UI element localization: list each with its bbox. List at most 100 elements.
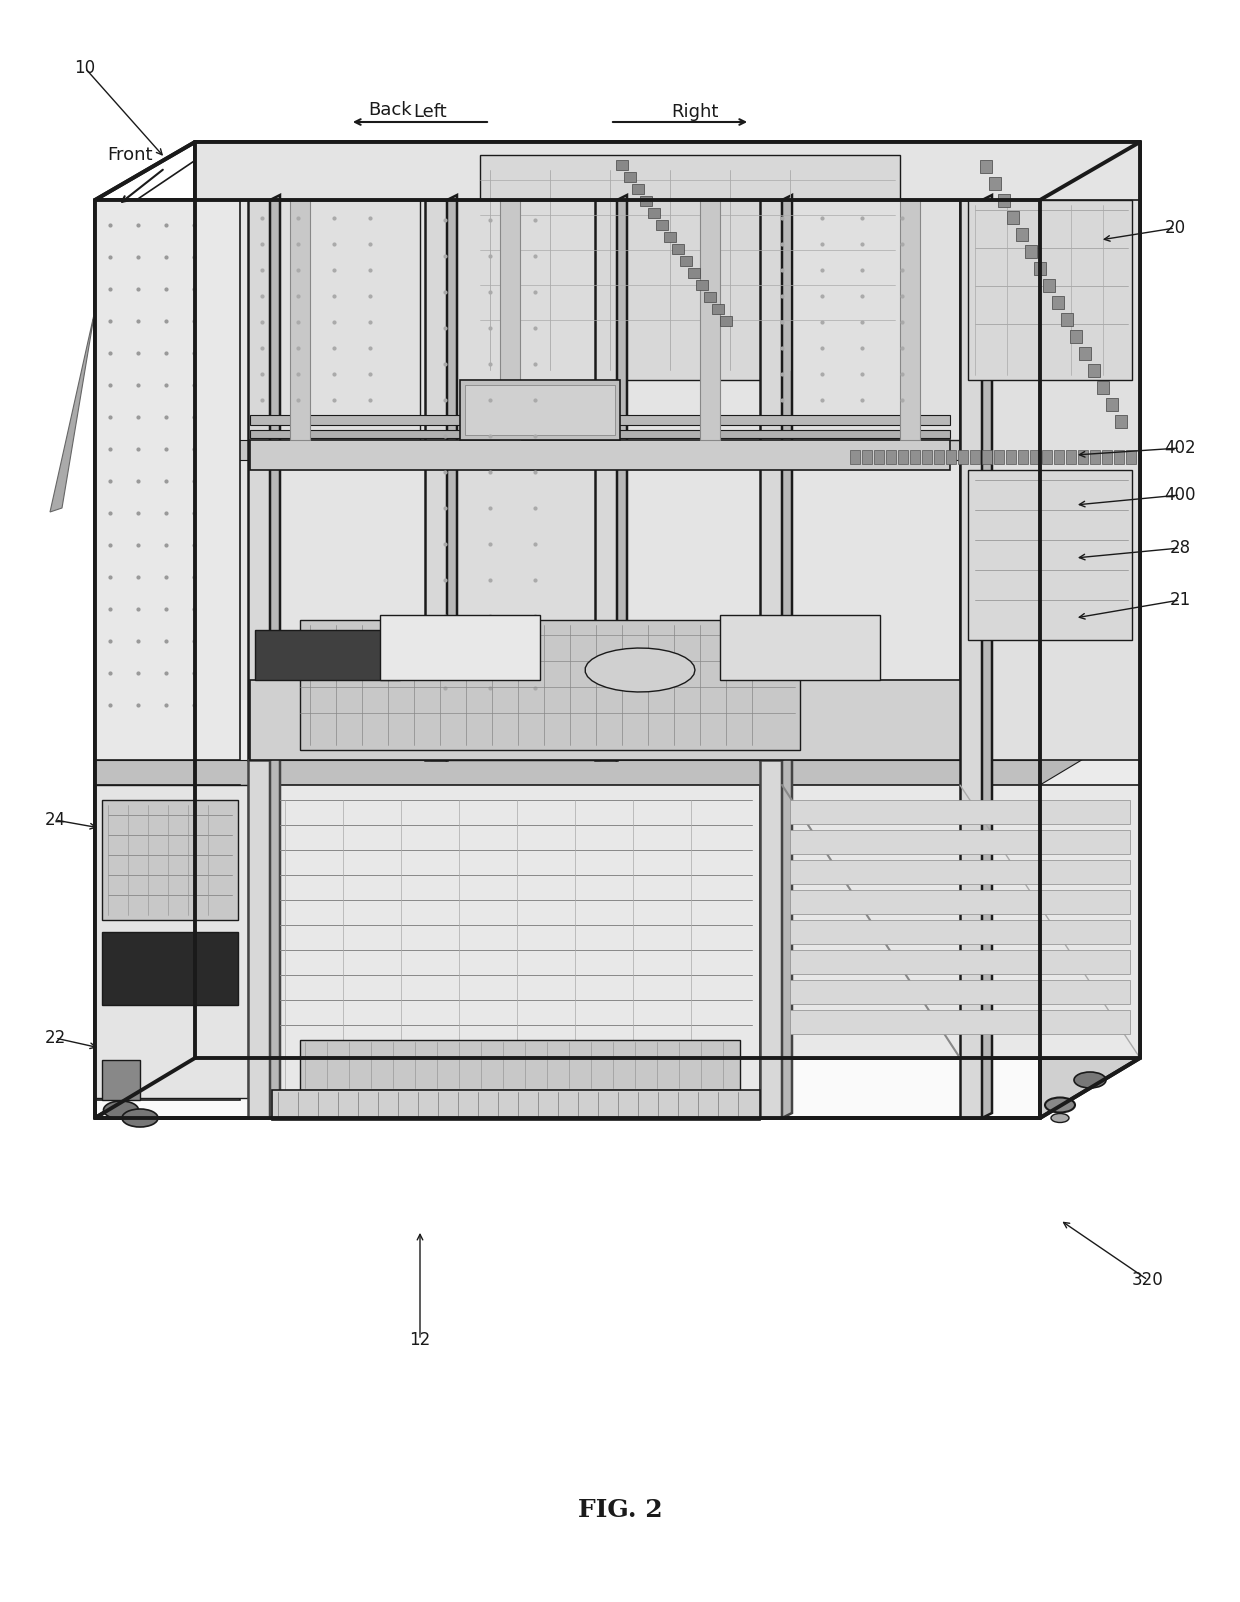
Polygon shape — [1087, 364, 1100, 376]
Polygon shape — [696, 280, 708, 290]
Polygon shape — [624, 171, 636, 183]
Polygon shape — [1078, 450, 1087, 465]
Polygon shape — [1040, 380, 1140, 460]
Polygon shape — [250, 415, 950, 425]
Polygon shape — [195, 700, 1140, 1057]
Polygon shape — [712, 304, 724, 314]
Polygon shape — [980, 160, 992, 173]
Polygon shape — [1006, 450, 1016, 465]
Ellipse shape — [1045, 1097, 1075, 1112]
Polygon shape — [1042, 450, 1052, 465]
Polygon shape — [1090, 450, 1100, 465]
Polygon shape — [701, 200, 720, 441]
Polygon shape — [760, 200, 782, 759]
Polygon shape — [688, 268, 701, 279]
Polygon shape — [195, 143, 1140, 1057]
Polygon shape — [95, 785, 241, 1101]
Polygon shape — [1007, 211, 1019, 224]
Polygon shape — [982, 450, 992, 465]
Text: 22: 22 — [45, 1028, 66, 1048]
Polygon shape — [862, 450, 872, 465]
Polygon shape — [425, 200, 446, 759]
Polygon shape — [998, 194, 1011, 207]
Polygon shape — [95, 200, 1040, 1118]
Polygon shape — [1114, 450, 1123, 465]
Polygon shape — [272, 785, 760, 1097]
Polygon shape — [960, 200, 1140, 759]
Polygon shape — [782, 755, 792, 1118]
Polygon shape — [680, 256, 692, 266]
Polygon shape — [250, 441, 950, 469]
Polygon shape — [934, 450, 944, 465]
Polygon shape — [898, 450, 908, 465]
Polygon shape — [704, 292, 715, 303]
Polygon shape — [720, 316, 732, 325]
Polygon shape — [430, 200, 600, 759]
Polygon shape — [102, 799, 238, 920]
Polygon shape — [379, 615, 539, 679]
Polygon shape — [887, 450, 897, 465]
Polygon shape — [1043, 279, 1055, 292]
Polygon shape — [95, 441, 1040, 460]
Polygon shape — [1106, 397, 1118, 412]
Polygon shape — [1040, 143, 1140, 1118]
Text: 24: 24 — [45, 811, 66, 828]
Text: 21: 21 — [1169, 591, 1190, 609]
Polygon shape — [632, 184, 644, 194]
Polygon shape — [1061, 312, 1073, 325]
Polygon shape — [500, 200, 520, 441]
Polygon shape — [760, 759, 782, 1118]
Polygon shape — [102, 932, 238, 1004]
Text: 402: 402 — [1164, 439, 1195, 457]
Polygon shape — [849, 450, 861, 465]
Polygon shape — [95, 200, 241, 759]
Polygon shape — [982, 195, 992, 1118]
Polygon shape — [790, 860, 1130, 884]
Text: Right: Right — [671, 103, 719, 122]
Polygon shape — [1016, 227, 1028, 240]
Polygon shape — [672, 244, 684, 255]
Polygon shape — [102, 1061, 140, 1101]
Polygon shape — [874, 450, 884, 465]
Polygon shape — [959, 450, 968, 465]
Polygon shape — [250, 200, 420, 441]
Polygon shape — [195, 143, 1140, 759]
Polygon shape — [782, 195, 792, 759]
Polygon shape — [1070, 330, 1083, 343]
Polygon shape — [790, 950, 1130, 974]
Text: 20: 20 — [1164, 219, 1185, 237]
Polygon shape — [990, 176, 1001, 191]
Polygon shape — [595, 200, 618, 759]
Polygon shape — [1030, 450, 1040, 465]
Polygon shape — [770, 200, 960, 441]
Text: 400: 400 — [1164, 485, 1195, 505]
Polygon shape — [994, 450, 1004, 465]
Polygon shape — [656, 219, 668, 231]
Text: Back: Back — [368, 101, 412, 119]
Polygon shape — [270, 195, 280, 759]
Polygon shape — [460, 380, 620, 441]
Polygon shape — [790, 891, 1130, 915]
Text: Left: Left — [413, 103, 446, 122]
Polygon shape — [1018, 450, 1028, 465]
Polygon shape — [910, 450, 920, 465]
Polygon shape — [1054, 450, 1064, 465]
Text: Front: Front — [107, 146, 153, 163]
Polygon shape — [968, 200, 1132, 380]
Ellipse shape — [1074, 1072, 1106, 1088]
Polygon shape — [720, 615, 880, 679]
Ellipse shape — [103, 1101, 139, 1120]
Text: 320: 320 — [1132, 1270, 1164, 1290]
Polygon shape — [480, 155, 900, 380]
Polygon shape — [465, 384, 615, 436]
Polygon shape — [1066, 450, 1076, 465]
Ellipse shape — [122, 1109, 157, 1126]
Polygon shape — [250, 679, 960, 759]
Polygon shape — [1126, 450, 1136, 465]
Polygon shape — [270, 755, 280, 1118]
Polygon shape — [616, 160, 627, 170]
Text: FIG. 2: FIG. 2 — [578, 1498, 662, 1522]
Polygon shape — [95, 759, 1040, 785]
Polygon shape — [1052, 296, 1064, 309]
Polygon shape — [649, 208, 660, 218]
